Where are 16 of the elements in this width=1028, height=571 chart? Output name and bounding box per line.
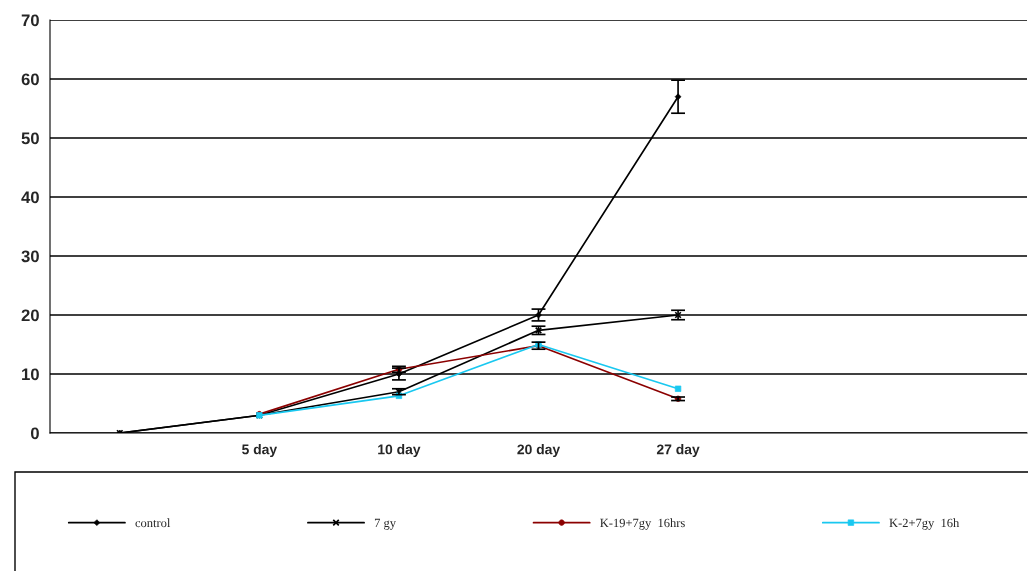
legend-label: K-19+7gy 16hrs bbox=[600, 518, 685, 530]
x-tick-label: 27 day bbox=[656, 444, 700, 458]
y-tick-label: 0 bbox=[30, 427, 39, 440]
y-tick-label: 40 bbox=[21, 191, 39, 204]
legend-label: K-2+7gy 16h bbox=[889, 518, 960, 530]
y-tick-label: 10 bbox=[22, 368, 39, 381]
x-tick-label: 10 day bbox=[378, 444, 421, 458]
y-tick-label: 20 bbox=[21, 309, 39, 322]
x-tick-label: 5 day bbox=[242, 444, 278, 458]
y-tick-label: 30 bbox=[21, 250, 39, 263]
legend-label: 7 gy bbox=[374, 518, 396, 530]
x-tick-label: 20 day bbox=[517, 444, 561, 458]
y-tick-label: 70 bbox=[21, 14, 39, 27]
y-tick-label: 60 bbox=[21, 73, 39, 86]
legend-label: control bbox=[135, 518, 171, 528]
y-tick-label: 50 bbox=[21, 132, 39, 145]
